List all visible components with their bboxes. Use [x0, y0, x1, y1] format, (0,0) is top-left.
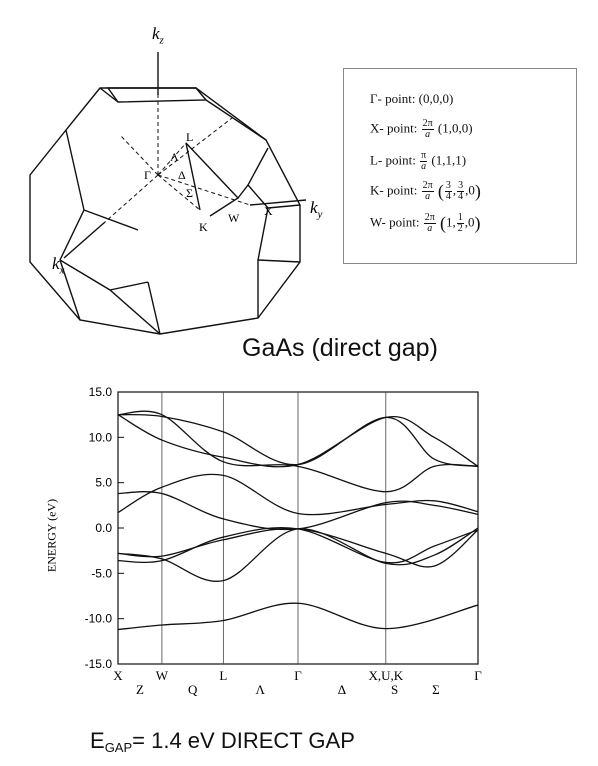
- y-axis-label: ENERGY (eV): [45, 486, 60, 586]
- y-tick-label: 15.0: [89, 385, 113, 399]
- y-tick-label: -15.0: [85, 657, 113, 671]
- symmetry-point-label: W: [156, 668, 169, 683]
- y-tick-label: -10.0: [85, 612, 113, 626]
- energy-gap-caption: EGAP= 1.4 eV DIRECT GAP: [90, 728, 355, 755]
- y-tick-label: -5.0: [91, 566, 112, 580]
- symmetry-point-label: X: [113, 668, 123, 683]
- y-tick-label: 5.0: [95, 476, 112, 490]
- chart-frame: [118, 392, 478, 664]
- y-tick-label: 0.0: [95, 521, 112, 535]
- symmetry-point-label: L: [219, 668, 227, 683]
- symmetry-point-label: Γ: [474, 668, 482, 683]
- symmetry-point-label: Γ: [294, 668, 302, 683]
- segment-label: Λ: [256, 682, 266, 697]
- y-tick-label: 10.0: [89, 430, 113, 444]
- segment-label: Δ: [338, 682, 346, 697]
- segment-label: S: [391, 682, 398, 697]
- segment-label: Σ: [432, 682, 440, 697]
- segment-label: Z: [136, 682, 144, 697]
- symmetry-point-label: X,U,K: [368, 668, 403, 683]
- segment-label: Q: [188, 682, 198, 697]
